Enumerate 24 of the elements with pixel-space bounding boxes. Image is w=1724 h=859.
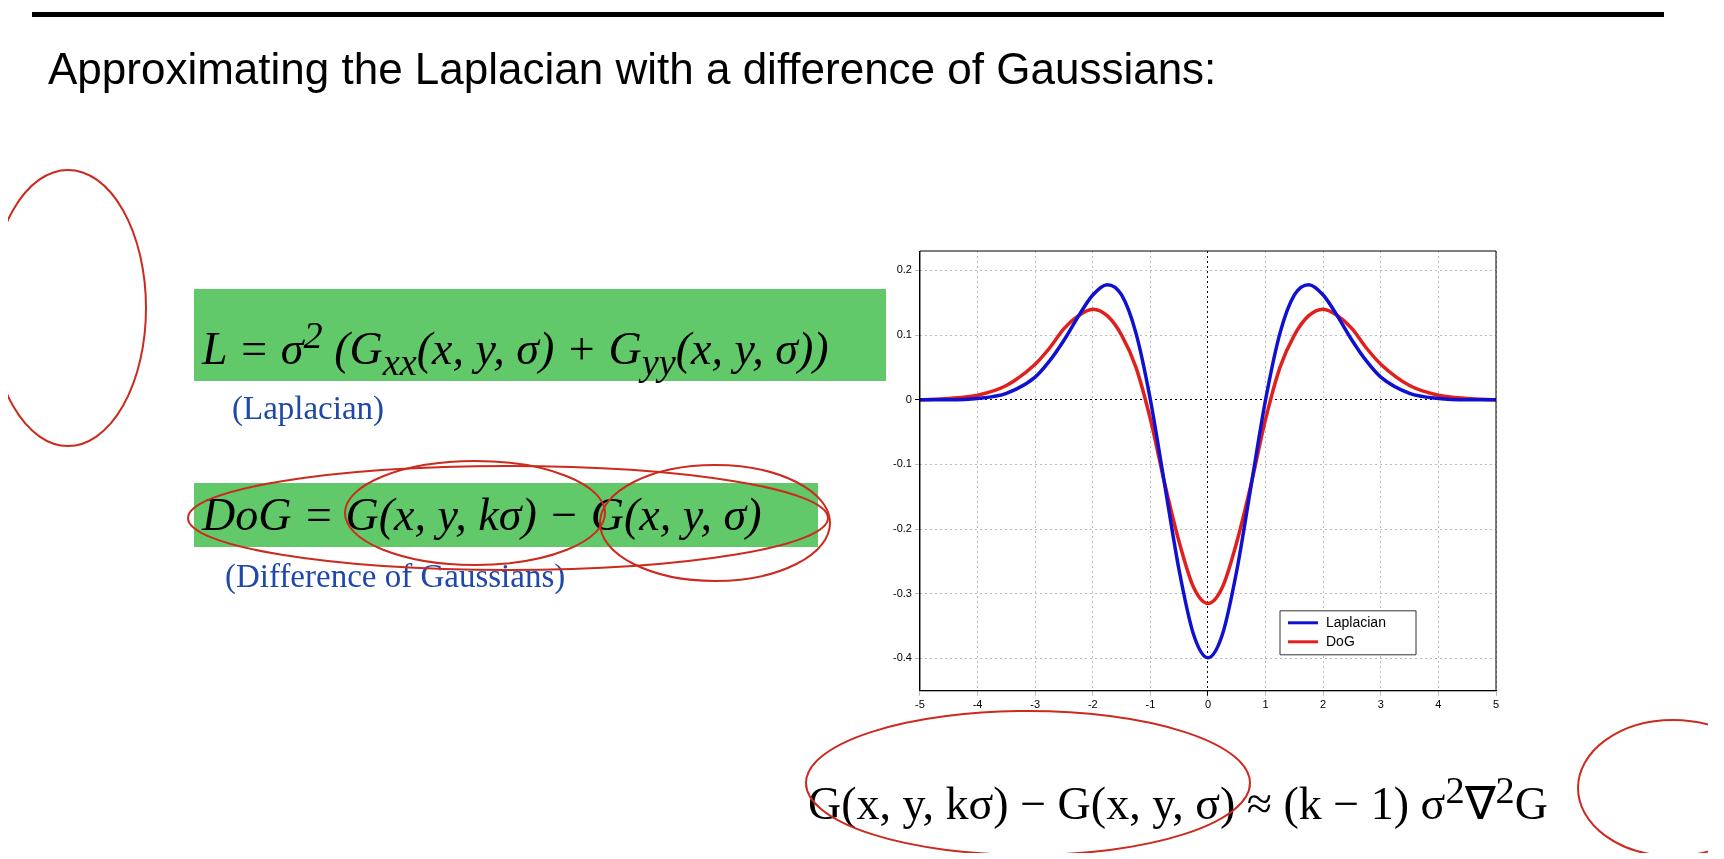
x-tick-label: -5: [915, 698, 925, 711]
x-tick-label: 5: [1492, 698, 1500, 711]
x-tick-label: 2: [1320, 698, 1327, 711]
legend-label: Laplacian: [1326, 613, 1386, 630]
y-tick-label: 0.1: [896, 328, 912, 341]
x-tick-label: -4: [972, 698, 983, 711]
text: (Laplacian): [232, 390, 385, 427]
x-tick-label: -1: [1145, 698, 1156, 711]
y-tick-label: -0.1: [892, 457, 912, 470]
y-tick-label: -0.3: [892, 586, 912, 599]
line-series: [919, 282, 1496, 660]
x-tick-label: 3: [1377, 698, 1384, 711]
y-tick-label: 0: [905, 392, 912, 405]
y-tick-label: -0.4: [892, 651, 912, 664]
x-tick-label: -3: [1030, 698, 1041, 711]
x-tick-label: 1: [1262, 698, 1269, 711]
x-tick-label: -2: [1087, 698, 1098, 711]
legend-label: DoG: [1326, 632, 1355, 649]
text: L = σ$^{2}$ (G$_{xx}$(x, y, σ) + G$_{yy}$(x, y, σ)): [194, 289, 886, 383]
chart-title: Approximating the Laplacian with a difference of Gaussians:: [48, 44, 1217, 94]
y-tick-label: -0.2: [892, 522, 912, 535]
x-tick-label: 4: [1435, 698, 1442, 711]
x-tick-label: 0: [1204, 698, 1212, 711]
y-tick-label: 0.2: [896, 263, 912, 276]
